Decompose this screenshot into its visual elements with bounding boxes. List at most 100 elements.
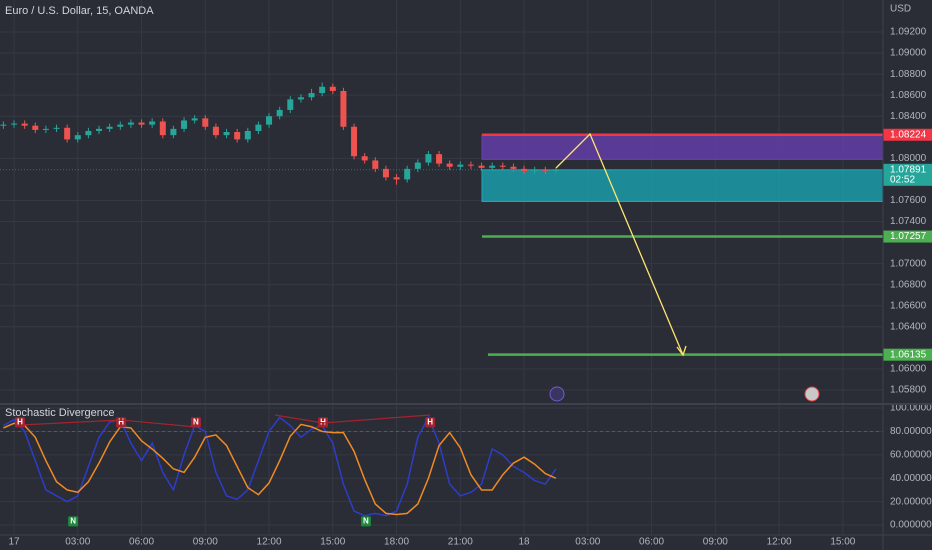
candle-body	[308, 93, 315, 98]
last-price-box	[883, 163, 932, 186]
y-tick-label: 1.05800	[890, 385, 927, 396]
signal-marker	[360, 516, 371, 527]
candle-body	[425, 154, 432, 163]
y-tick-label: 20.000000	[890, 496, 932, 507]
x-tick-label: 17	[8, 537, 20, 548]
y-tick-label: 1.06000	[890, 364, 927, 375]
candle-body	[117, 124, 124, 127]
y-tick-label: 1.08000	[890, 153, 927, 164]
divergence-line	[274, 414, 431, 424]
candle-body	[361, 156, 368, 161]
candle-body	[457, 164, 464, 167]
x-tick-label: 03:00	[575, 537, 600, 548]
x-tick-label: 03:00	[65, 537, 90, 548]
y-tick-label: 1.06800	[890, 279, 927, 290]
divergence-line	[19, 419, 197, 428]
candle-body	[340, 90, 347, 127]
candle-body	[404, 168, 411, 180]
candle-body	[499, 165, 506, 167]
candle-body	[106, 126, 113, 129]
candle-body	[414, 162, 421, 169]
candle-body	[191, 118, 198, 121]
candle-body	[234, 132, 241, 140]
stoch-line	[3, 415, 557, 517]
candle-body	[446, 163, 453, 167]
last-price-label: 1.07891	[890, 164, 927, 175]
x-tick-label: 21:00	[448, 537, 473, 548]
y-tick-label: 1.07600	[890, 195, 927, 206]
y-tick-label: 1.08600	[890, 90, 927, 101]
y-tick-label: 100.000000	[890, 403, 932, 414]
candle-body	[85, 130, 92, 136]
event-icon[interactable]	[549, 386, 565, 402]
plot-layer: 1.09200 1.09000 1.08800 1.08600 1.08400 1.080…	[0, 27, 932, 548]
candle-body	[96, 128, 103, 131]
candle-body	[510, 166, 517, 169]
candle-body	[552, 169, 559, 171]
candle-body	[21, 123, 28, 126]
arrow-head	[676, 345, 687, 357]
x-tick-label: 15:00	[830, 537, 855, 548]
signal-label: H	[17, 418, 23, 427]
y-tick-label: 40.000000	[890, 473, 932, 484]
candle-body	[32, 125, 39, 130]
candle-body	[127, 122, 134, 125]
candle-body	[531, 169, 538, 171]
signal-label: H	[118, 418, 124, 427]
x-tick-label: 06:00	[129, 537, 154, 548]
candle-body	[521, 168, 528, 171]
signal-label: N	[70, 516, 76, 525]
y-tick-label: 80.000000	[890, 426, 932, 437]
candle-body	[138, 122, 145, 125]
chart-title: Euro / U.S. Dollar, 15, OANDA	[5, 5, 154, 17]
x-tick-label: 18	[518, 537, 530, 548]
candle-body	[319, 86, 326, 94]
grid	[0, 0, 883, 535]
candle-body	[329, 86, 336, 91]
candle-body	[0, 124, 7, 126]
x-tick-label: 09:00	[193, 537, 218, 548]
price-label: 1.08224	[890, 129, 927, 140]
price-label-box	[883, 348, 932, 361]
zone	[481, 134, 884, 160]
candle-body	[351, 126, 358, 157]
candle-body	[276, 109, 283, 117]
indicator-title: Stochastic Divergence	[5, 407, 114, 419]
candle-body	[212, 126, 219, 136]
x-tick-label: 12:00	[257, 537, 282, 548]
candle-body	[149, 121, 156, 125]
candle-body	[53, 127, 60, 129]
candle-body	[287, 99, 294, 110]
x-tick-label: 18:00	[384, 537, 409, 548]
y-tick-label: 1.07000	[890, 258, 927, 269]
zone	[481, 169, 884, 202]
candle-body	[223, 132, 230, 136]
y-tick-label: 0.000000	[890, 520, 932, 531]
event-icon[interactable]	[804, 386, 820, 402]
y-tick-label: 1.08800	[890, 69, 927, 80]
y-tick-label: 1.06400	[890, 321, 927, 332]
candle-body	[542, 169, 549, 171]
candle-body	[297, 97, 304, 100]
candle-body	[382, 168, 389, 178]
candle-body	[436, 154, 443, 164]
x-tick-label: 06:00	[639, 537, 664, 548]
candle-body	[64, 127, 71, 140]
y-tick-label: 1.08400	[890, 111, 927, 122]
signal-marker	[190, 417, 201, 428]
signal-marker	[425, 417, 436, 428]
candle-body	[181, 120, 188, 129]
signal-label: H	[427, 418, 433, 427]
candle-body	[372, 160, 379, 169]
y-tick-label: 1.09200	[890, 27, 927, 38]
candle-body	[11, 123, 18, 125]
forecast-arrow	[555, 132, 684, 356]
candle-body	[467, 164, 474, 166]
signal-label: N	[193, 418, 199, 427]
x-tick-label: 15:00	[320, 537, 345, 548]
candle-body	[266, 116, 273, 125]
currency-label: USD	[890, 4, 911, 15]
price-label-box	[883, 230, 932, 243]
candle-body	[42, 128, 49, 130]
